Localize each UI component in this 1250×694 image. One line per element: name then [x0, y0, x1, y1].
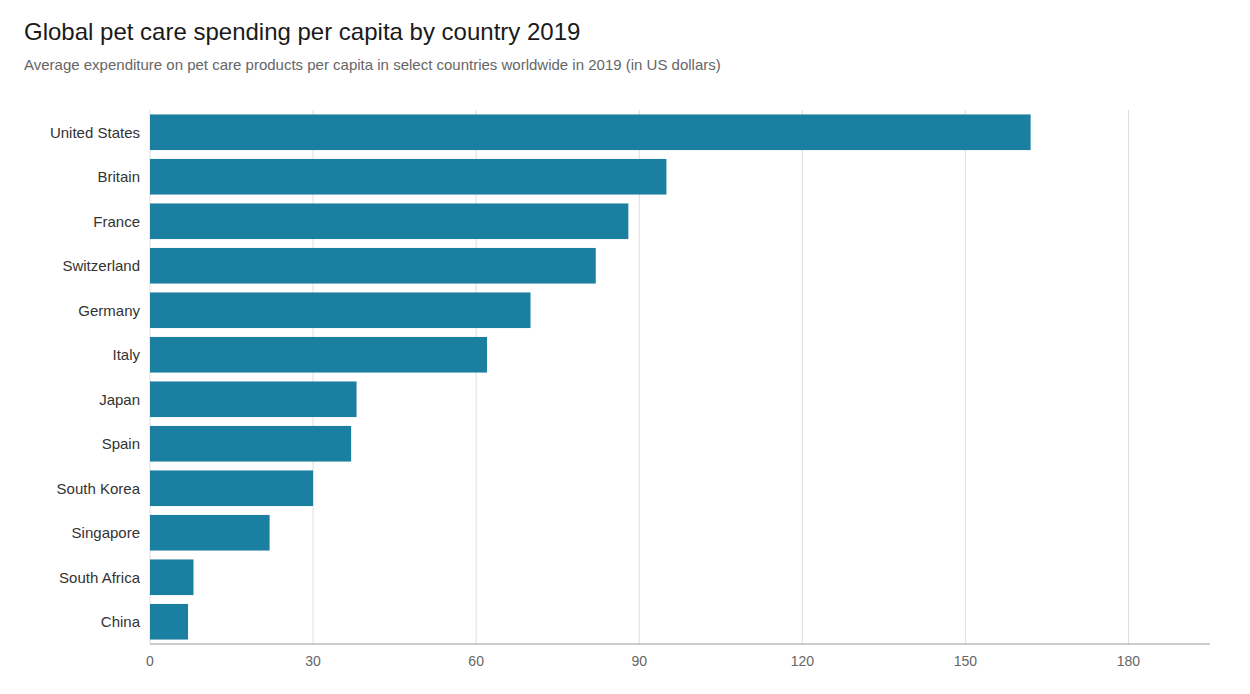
y-tick-label: South Korea — [57, 480, 141, 497]
x-tick-label: 0 — [146, 653, 154, 669]
grid-line — [802, 110, 803, 644]
grid-line — [1128, 110, 1129, 644]
y-tick-label: China — [101, 613, 141, 630]
bars — [150, 114, 1031, 639]
chart-svg: Global pet care spending per capita by c… — [0, 0, 1250, 694]
bar — [150, 159, 666, 195]
bar — [150, 203, 628, 239]
bar — [150, 248, 596, 284]
x-axis-line — [150, 644, 1210, 645]
x-tick-label: 150 — [954, 653, 978, 669]
bar — [150, 470, 313, 506]
y-tick-label: Singapore — [72, 524, 140, 541]
bar — [150, 292, 531, 328]
y-tick-label: Japan — [99, 391, 140, 408]
bar — [150, 515, 270, 551]
bar — [150, 604, 188, 640]
grid-line — [965, 110, 966, 644]
y-tick-label: Italy — [112, 346, 140, 363]
y-tick-label: Germany — [78, 302, 140, 319]
y-tick-label: Britain — [97, 168, 140, 185]
y-tick-label: Switzerland — [62, 257, 140, 274]
subtitle: Average expenditure on pet care products… — [24, 56, 721, 73]
x-tick-label: 180 — [1117, 653, 1141, 669]
x-tick-label: 60 — [468, 653, 484, 669]
x-tick-label: 30 — [305, 653, 321, 669]
bar — [150, 114, 1031, 150]
y-tick-label: South Africa — [59, 569, 141, 586]
y-tick-label: United States — [50, 124, 140, 141]
y-tick-label: Spain — [102, 435, 140, 452]
x-tick-label: 120 — [791, 653, 815, 669]
bar — [150, 559, 193, 595]
bar — [150, 426, 351, 462]
chart-container: Global pet care spending per capita by c… — [0, 0, 1250, 694]
x-tick-label: 90 — [631, 653, 647, 669]
bar — [150, 337, 487, 373]
bar — [150, 381, 357, 417]
title: Global pet care spending per capita by c… — [24, 18, 580, 45]
grid — [150, 110, 1128, 644]
y-tick-label: France — [93, 213, 140, 230]
